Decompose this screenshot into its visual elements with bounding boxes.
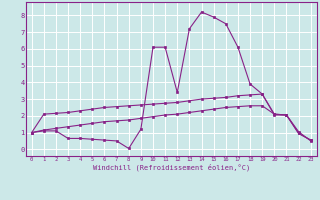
X-axis label: Windchill (Refroidissement éolien,°C): Windchill (Refroidissement éolien,°C) bbox=[92, 163, 250, 171]
